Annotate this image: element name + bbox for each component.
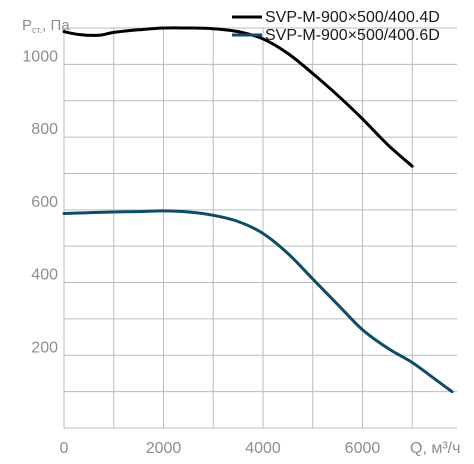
y-tick-label: 400 <box>31 267 58 284</box>
legend-label-1: SVP-M-900×500/400.4D <box>265 9 440 26</box>
y-tick-label: 1000 <box>22 48 58 65</box>
series-line-2 <box>62 209 454 394</box>
series-line-1 <box>62 26 414 168</box>
axis-ticks: 0 2000 4000 6000 200 400 600 800 1000 <box>22 48 380 457</box>
legend-label-2: SVP-M-900×500/400.6D <box>265 27 440 44</box>
x-tick-label: 2000 <box>146 440 182 457</box>
y-axis-label: Pст., Па <box>22 17 70 35</box>
x-axis-label: Q, м³/ч <box>410 440 460 457</box>
y-axis-label-subscript: ст. <box>32 25 42 35</box>
series-lines <box>62 26 454 394</box>
grid <box>63 27 457 429</box>
x-tick-label: 4000 <box>245 440 281 457</box>
x-tick-label: 0 <box>60 440 69 457</box>
y-axis-label-unit: , Па <box>42 17 70 34</box>
y-tick-label: 800 <box>31 121 58 138</box>
y-tick-label: 200 <box>31 339 58 356</box>
x-tick-label: 6000 <box>345 440 381 457</box>
y-tick-label: 600 <box>31 194 58 211</box>
y-axis-label-symbol: P <box>22 17 32 34</box>
